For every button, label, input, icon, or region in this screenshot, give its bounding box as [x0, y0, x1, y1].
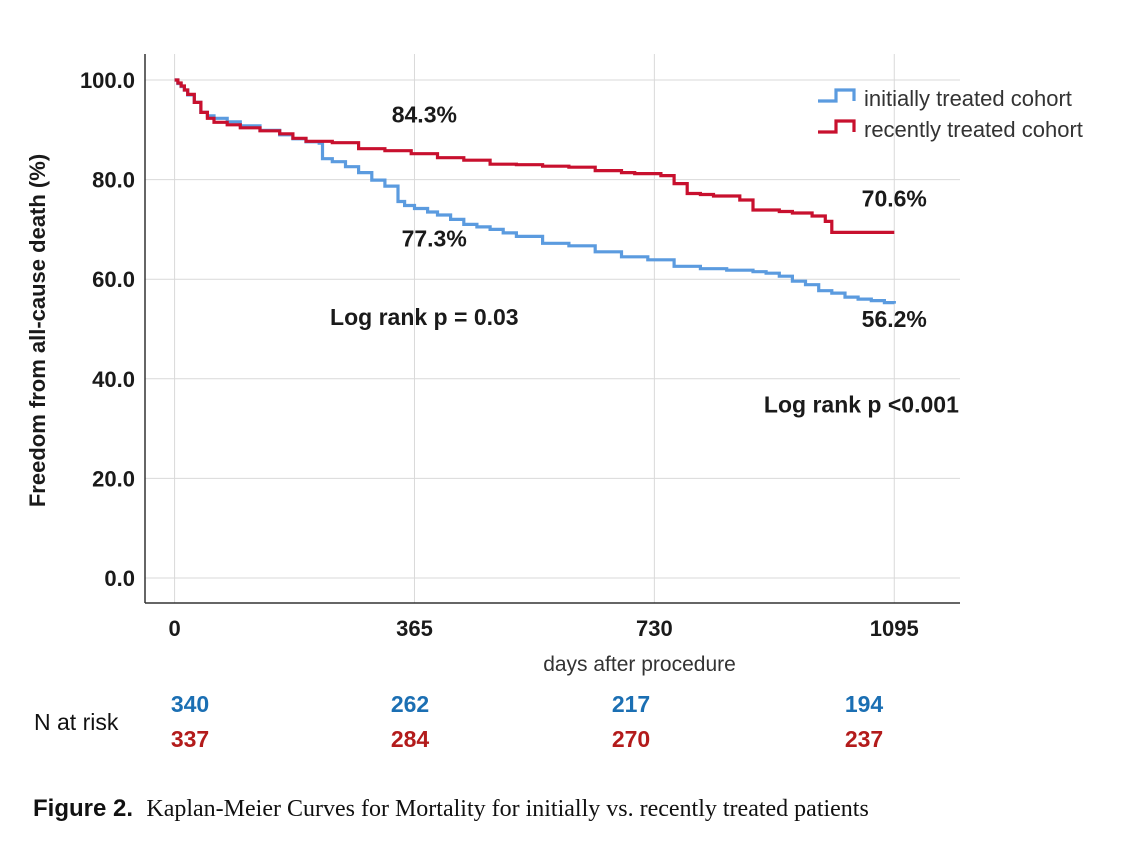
x-tick-labels: 0 365 730 1095: [168, 616, 918, 641]
risk-value-recently: 337: [170, 726, 210, 752]
n-at-risk-label: N at risk: [34, 709, 119, 735]
annotation-label: Log rank p = 0.03: [330, 304, 519, 330]
y-tick-label: 0.0: [104, 566, 135, 591]
figure-label: Figure 2.: [33, 795, 134, 822]
risk-value-recently: 237: [844, 726, 884, 752]
annotations: 84.3% 77.3% 70.6% 56.2% Log rank p = 0.03 Log…: [330, 101, 959, 417]
series-line-initially-treated: [174, 78, 896, 305]
series-lines: [174, 78, 896, 305]
gridlines: [145, 54, 960, 603]
legend-label: initially treated cohort: [864, 86, 1072, 111]
risk-value-initially: 217: [611, 691, 651, 717]
kaplan-meier-chart: 0.0 20.0 40.0 60.0 80.0 100.0 0 365 730 1095 Fre…: [25, 54, 1083, 676]
figure-caption-text: Kaplan-Meier Curves for Mortality for in…: [146, 796, 869, 822]
annotation-label: 77.3%: [402, 225, 467, 251]
y-tick-label: 60.0: [92, 267, 135, 292]
x-tick-label: 365: [396, 616, 433, 641]
figure-caption: Figure 2. Kaplan-Meier Curves for Mortal…: [33, 795, 869, 823]
x-tick-label: 730: [636, 616, 673, 641]
risk-value-initially: 340: [170, 691, 210, 717]
x-tick-label: 0: [168, 616, 180, 641]
legend: initially treated cohort recently treated…: [818, 86, 1083, 142]
annotation-label: 70.6%: [862, 185, 927, 211]
annotation-label: 84.3%: [392, 101, 457, 127]
legend-label: recently treated cohort: [864, 117, 1083, 142]
series-line-recently-treated: [174, 78, 895, 234]
y-tick-label: 80.0: [92, 168, 135, 193]
axes: [144, 54, 960, 604]
y-tick-labels: 0.0 20.0 40.0 60.0 80.0 100.0: [80, 68, 135, 591]
y-tick-label: 100.0: [80, 68, 135, 93]
risk-value-initially: 194: [844, 691, 884, 717]
y-tick-label: 20.0: [92, 466, 135, 491]
y-axis-label: Freedom from all-cause death (%): [25, 154, 50, 507]
annotation-label: 56.2%: [862, 306, 927, 332]
x-tick-label: 1095: [870, 616, 919, 641]
risk-value-recently: 270: [611, 726, 651, 752]
x-axis-label: days after procedure: [543, 653, 736, 676]
legend-swatch: [818, 88, 856, 103]
annotation-label: Log rank p <0.001: [764, 392, 959, 418]
risk-value-recently: 284: [390, 726, 430, 752]
y-tick-label: 40.0: [92, 367, 135, 392]
risk-value-initially: 262: [390, 691, 430, 717]
legend-swatch: [818, 119, 856, 134]
